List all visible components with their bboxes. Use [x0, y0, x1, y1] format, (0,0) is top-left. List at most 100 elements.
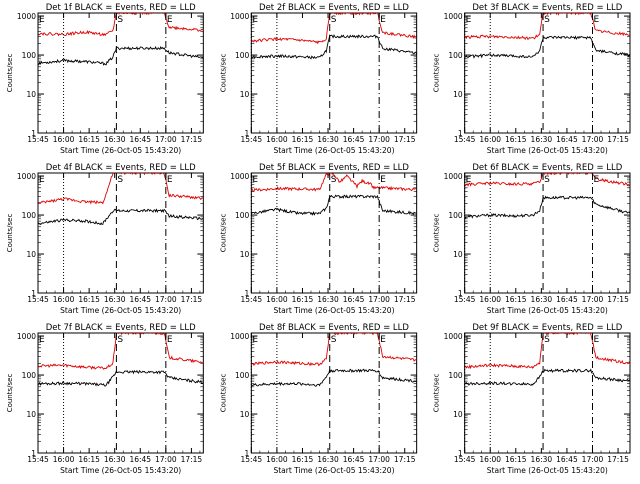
y-tick-label: 10 [240, 90, 250, 99]
y-tick-label: 1 [31, 289, 36, 298]
marker-label: E [167, 335, 173, 345]
chart-title: Det 1f BLACK = Events, RED = LLD [46, 3, 196, 13]
plot-frame [37, 332, 204, 454]
x-tick-label: 17:00 [582, 135, 604, 144]
x-tick-label: 17:15 [607, 295, 629, 304]
y-tick-label: 100 [448, 211, 463, 220]
x-tick-label: 16:30 [317, 295, 339, 304]
x-tick-label: 17:00 [582, 295, 604, 304]
y-tick-label: 1000 [230, 12, 249, 21]
x-tick-label: 17:00 [368, 135, 390, 144]
x-tick-label: 16:45 [129, 455, 151, 464]
plot-area [464, 13, 630, 59]
marker-label: S [117, 335, 123, 345]
chart-panel-9: Det 9f BLACK = Events, RED = LLD Counts/s… [433, 323, 631, 475]
marker-label: E [39, 175, 45, 185]
marker-label: S [331, 15, 337, 25]
x-tick-label: 15:45 [241, 455, 263, 464]
plot-area [38, 173, 204, 226]
y-tick-label: 1 [458, 449, 463, 458]
y-tick-label: 1 [245, 129, 250, 138]
series-line-black [251, 194, 417, 216]
y-axis-label: Counts/sec [6, 374, 14, 413]
chart-title: Det 7f BLACK = Events, RED = LLD [46, 323, 196, 333]
x-tick-label: 17:00 [368, 295, 390, 304]
x-axis-label: Start Time (26-Oct-05 15:43:20) [273, 466, 394, 475]
marker-label: E [593, 175, 599, 185]
chart-panel-1: Det 1f BLACK = Events, RED = LLD Counts/s… [6, 3, 204, 155]
x-tick-label: 15:45 [454, 455, 476, 464]
marker-label: E [167, 175, 173, 185]
y-axis-label: Counts/sec [433, 374, 441, 413]
x-tick-label: 17:00 [155, 135, 177, 144]
x-tick-label: 15:45 [454, 295, 476, 304]
marker-label: E [167, 15, 173, 25]
x-tick-label: 15:45 [27, 295, 49, 304]
marker-label: E [39, 15, 45, 25]
x-tick-label: 16:45 [556, 455, 578, 464]
plot-area [464, 173, 630, 219]
x-tick-label: 15:45 [454, 135, 476, 144]
y-tick-label: 1000 [444, 12, 463, 21]
series-line-red [251, 333, 417, 367]
x-tick-label: 16:15 [292, 455, 314, 464]
y-tick-label: 10 [26, 250, 36, 259]
y-tick-label: 10 [453, 90, 463, 99]
y-tick-label: 1 [245, 449, 250, 458]
x-tick-label: 15:45 [27, 135, 49, 144]
x-tick-label: 16:15 [78, 135, 100, 144]
x-tick-label: 16:15 [292, 135, 314, 144]
y-axis-label: Counts/sec [433, 214, 441, 253]
x-tick-label: 16:00 [266, 135, 288, 144]
x-tick-label: 16:30 [531, 295, 553, 304]
x-tick-label: 16:00 [266, 455, 288, 464]
marker-label: S [117, 175, 123, 185]
marker-label: E [466, 175, 472, 185]
marker-label: E [380, 15, 386, 25]
x-tick-label: 16:00 [479, 295, 501, 304]
y-tick-label: 10 [240, 410, 250, 419]
series-line-black [38, 45, 204, 66]
marker-label: S [544, 335, 550, 345]
y-axis-label: Counts/sec [219, 374, 227, 413]
y-axis-label: Counts/sec [219, 54, 227, 93]
y-tick-label: 10 [453, 250, 463, 259]
y-axis-label: Counts/sec [6, 214, 14, 253]
x-axis-label: Start Time (26-Oct-05 15:43:20) [273, 306, 394, 315]
x-tick-label: 16:45 [556, 135, 578, 144]
plot-frame [250, 12, 418, 134]
marker-label: S [331, 335, 337, 345]
y-tick-label: 100 [235, 371, 250, 380]
x-axis-label: Start Time (26-Oct-05 15:43:20) [487, 306, 608, 315]
y-tick-label: 10 [26, 90, 36, 99]
plot-area [38, 333, 204, 387]
marker-label: S [331, 175, 337, 185]
y-tick-label: 10 [453, 410, 463, 419]
x-tick-label: 16:15 [505, 295, 527, 304]
series-line-red [251, 173, 417, 192]
x-tick-label: 16:00 [53, 295, 75, 304]
x-tick-label: 16:30 [104, 295, 126, 304]
x-tick-label: 17:15 [607, 455, 629, 464]
x-tick-label: 16:00 [479, 135, 501, 144]
x-tick-label: 16:45 [343, 135, 365, 144]
plot-area [464, 333, 630, 386]
chart-panel-4: Det 4f BLACK = Events, RED = LLD Counts/s… [6, 163, 204, 315]
x-tick-label: 16:00 [479, 455, 501, 464]
series-line-black [464, 195, 630, 219]
plot-frame [250, 172, 418, 294]
y-tick-label: 1000 [230, 332, 249, 341]
x-tick-label: 16:45 [343, 455, 365, 464]
chart-panel-2: Det 2f BLACK = Events, RED = LLD Counts/s… [219, 3, 418, 155]
y-tick-label: 1 [31, 449, 36, 458]
x-tick-label: 16:15 [292, 295, 314, 304]
chart-title: Det 6f BLACK = Events, RED = LLD [472, 163, 622, 173]
x-tick-label: 17:00 [155, 295, 177, 304]
plot-frame [37, 12, 204, 134]
marker-label: E [252, 15, 258, 25]
chart-panel-3: Det 3f BLACK = Events, RED = LLD Counts/s… [433, 3, 631, 155]
x-tick-label: 16:30 [104, 455, 126, 464]
marker-label: E [466, 335, 472, 345]
chart-panel-5: Det 5f BLACK = Events, RED = LLD Counts/s… [219, 163, 418, 315]
